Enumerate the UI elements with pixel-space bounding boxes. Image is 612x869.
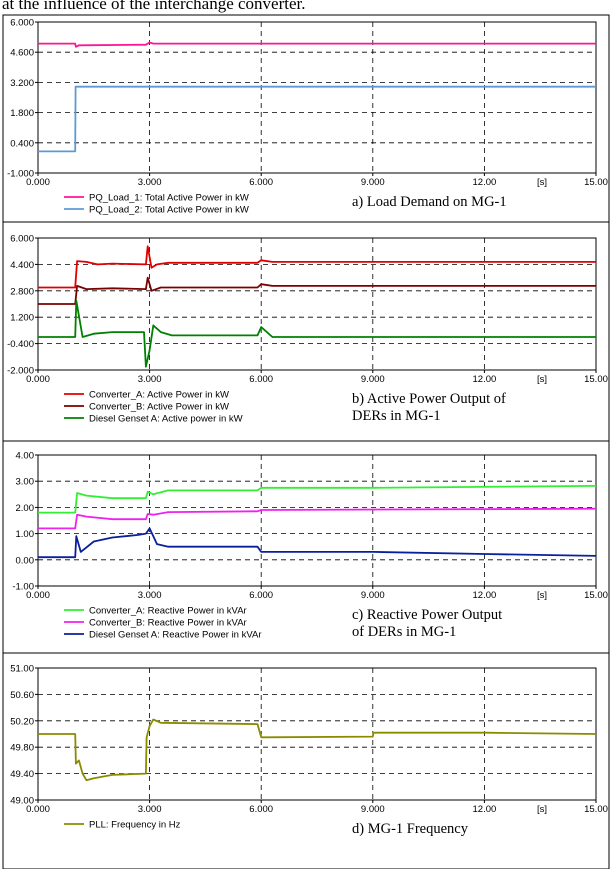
x-tick-label: 9.000 [361,590,385,601]
header-text: at the influence of the interchange conv… [2,0,306,13]
y-tick-label: -1.000 [7,169,34,180]
chart-panel-4: 51.00 50.60 50.20 49.80 49.40 49.000.000 3.000… [2,652,610,869]
y-tick-label: -0.400 [7,339,34,350]
series-line-1 [38,245,596,289]
x-axis-unit: [s] [537,177,547,188]
x-tick-label: 12.00 [473,590,497,601]
x-tick-label: 12.00 [473,804,497,815]
y-tick-label: 6.000 [10,234,34,245]
y-tick-label: 0.00 [16,555,35,566]
x-axis-unit: [s] [537,804,547,815]
panel-caption: a) Load Demand on MG-1 [352,194,507,210]
panel-frame [2,652,610,869]
y-tick-label: 6.000 [10,18,34,29]
x-tick-label: 9.000 [361,374,385,385]
x-tick-label: 3.000 [138,374,162,385]
legend-label: Converter_B: Active Power in kW [89,402,229,413]
x-tick-label: 0.000 [26,374,50,385]
y-tick-label: 49.80 [10,743,34,754]
y-tick-label: 51.00 [10,664,34,675]
panel-caption: b) Active Power Output of [352,391,506,407]
x-axis-unit: [s] [537,590,547,601]
legend-label: PLL: Frequency in Hz [89,820,181,831]
series-line-2 [38,85,596,153]
plot-area [37,21,597,174]
x-tick-label: 15.00 [584,374,608,385]
y-tick-label: 3.200 [10,78,34,89]
panel-caption: d) MG-1 Frequency [352,821,469,837]
x-tick-label: 12.00 [473,374,497,385]
chart-panel-3: 4.00 3.00 2.00 1.00 0.00 -1.000.000 3.000 6.000… [2,440,610,654]
x-tick-label: 9.000 [361,177,385,188]
series-line-3 [38,299,596,368]
series-line-1 [38,718,597,782]
plot-area [37,667,597,801]
x-tick-label: 6.000 [249,590,273,601]
plot-area [37,237,597,371]
y-tick-label: 4.600 [10,48,34,59]
legend-label: Converter_A: Active Power in kW [89,390,229,401]
x-tick-label: 6.000 [249,804,273,815]
y-tick-label: 1.00 [16,529,35,540]
series-line-1 [38,485,597,514]
x-tick-label: 3.000 [138,590,162,601]
plot-area [37,454,597,587]
series-line-1 [38,41,596,48]
x-tick-label: 6.000 [249,177,273,188]
y-tick-label: 50.20 [10,716,34,727]
y-tick-label: 4.400 [10,260,34,271]
x-tick-label: 3.000 [138,177,162,188]
y-tick-label: 1.800 [10,108,34,119]
y-tick-label: 2.800 [10,286,34,297]
x-tick-label: 15.00 [584,177,608,188]
y-tick-label: -1.00 [12,582,34,593]
x-tick-label: 6.000 [249,374,273,385]
panel-caption: c) Reactive Power Output [352,607,502,623]
x-tick-label: 12.00 [473,177,497,188]
x-tick-label: 15.00 [584,804,608,815]
y-tick-label: 49.00 [10,796,34,807]
legend-label: PQ_Load_1: Total Active Power in kW [89,193,249,204]
y-tick-label: 3.00 [16,477,35,488]
panel-caption: of DERs in MG-1 [352,624,456,640]
series-line-2 [38,507,597,530]
series-line-3 [38,527,597,559]
y-tick-label: 4.00 [16,451,35,462]
y-tick-label: 1.200 [10,313,34,324]
x-tick-label: 9.000 [361,804,385,815]
legend-label: Diesel Genset A: Reactive Power in kVAr [89,630,261,641]
panel-caption: DERs in MG-1 [352,408,441,424]
y-tick-label: 49.40 [10,769,34,780]
x-tick-label: 3.000 [138,804,162,815]
legend-label: PQ_Load_2: Total Active Power in kW [89,205,249,216]
y-tick-label: 2.00 [16,503,35,514]
series-line-2 [38,276,596,305]
x-tick-label: 0.000 [26,177,50,188]
legend-label: Converter_B: Reactive Power in kVAr [89,618,247,629]
y-tick-label: -2.000 [7,366,34,377]
x-tick-label: 0.000 [26,804,50,815]
y-tick-label: 0.400 [10,138,34,149]
x-tick-label: 15.00 [584,590,608,601]
x-tick-label: 0.000 [26,590,50,601]
x-axis-unit: [s] [537,374,547,385]
legend-label: Converter_A: Reactive Power in kVAr [89,606,247,617]
legend-label: Diesel Genset A: Active power in kW [89,414,243,425]
y-tick-label: 50.60 [10,690,34,701]
